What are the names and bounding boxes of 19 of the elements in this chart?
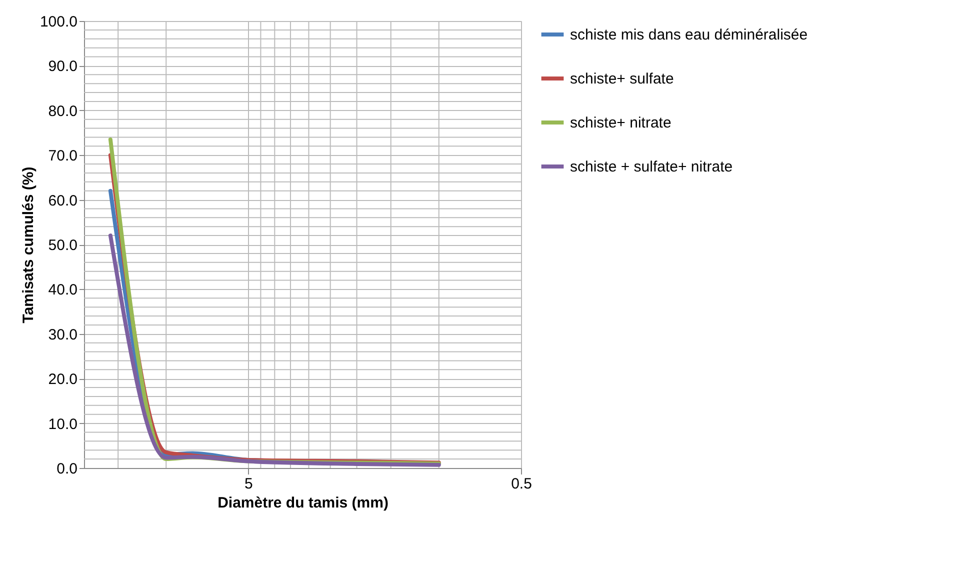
y-tick-label: 80.0 xyxy=(48,102,78,120)
y-tick-label: 60.0 xyxy=(48,192,78,210)
legend-label: schiste+ sulfate xyxy=(570,70,674,88)
x-tick-label: 0.5 xyxy=(511,476,532,492)
legend-label: schiste mis dans eau déminéralisée xyxy=(570,26,808,44)
y-tick-label: 50.0 xyxy=(48,237,78,254)
y-tick-label: 70.0 xyxy=(48,148,78,165)
y-tick-label: 30.0 xyxy=(48,326,78,344)
y-tick-label: 40.0 xyxy=(48,282,78,299)
y-tick-label: 100.0 xyxy=(40,14,78,30)
y-tick-label: 90.0 xyxy=(48,58,78,76)
y-tick-label: 0.0 xyxy=(56,460,78,478)
x-axis-title: Diamètre du tamis (mm) xyxy=(218,494,388,512)
legend-label: schiste + sulfate+ nitrate xyxy=(570,158,733,176)
legend-label: schiste+ nitrate xyxy=(570,114,672,132)
y-axis-title: Tamisats cumulés (%) xyxy=(20,166,37,324)
y-tick-label: 10.0 xyxy=(48,416,78,433)
y-tick-label: 20.0 xyxy=(48,371,78,388)
x-tick-label: 5 xyxy=(244,476,253,492)
